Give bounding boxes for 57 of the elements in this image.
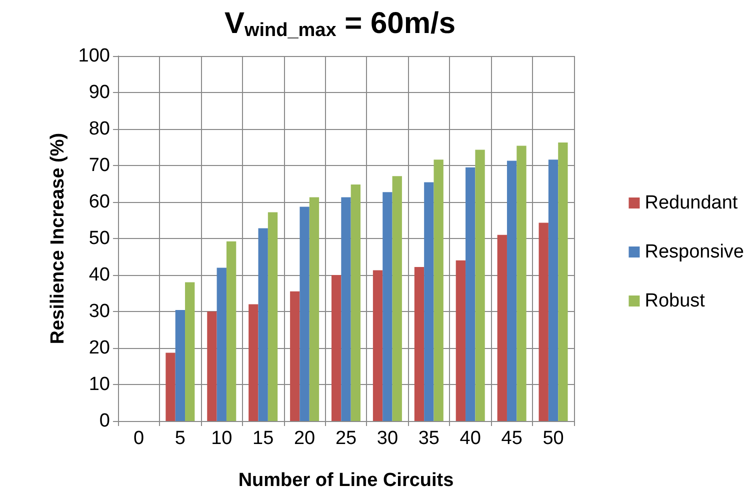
legend-label: Robust [644, 290, 706, 312]
x-tick-label: 15 [252, 428, 274, 449]
bar [516, 146, 526, 421]
bar [382, 192, 392, 421]
bar [175, 310, 186, 421]
y-tick-label: 50 [88, 228, 110, 249]
bar [434, 160, 444, 421]
y-tick-label: 70 [88, 155, 110, 176]
x-tick-label: 45 [501, 428, 522, 449]
bar [506, 160, 517, 421]
bar [300, 206, 310, 421]
x-tick-label: 0 [133, 428, 144, 449]
bar [341, 197, 351, 421]
y-tick-label: 40 [88, 264, 110, 286]
bar [424, 182, 434, 421]
y-axis-title: Resilience Increase (%) [47, 132, 68, 344]
bar [207, 312, 217, 421]
bar [558, 142, 568, 421]
bar [475, 150, 485, 421]
y-tick-label: 0 [99, 410, 110, 432]
bar [226, 241, 236, 421]
y-tick-label: 10 [88, 374, 110, 395]
x-tick-label: 25 [335, 428, 357, 449]
x-tick-label: 30 [376, 428, 398, 449]
bar [258, 228, 268, 421]
y-tick-label: 20 [88, 338, 110, 358]
x-tick-label: 35 [418, 428, 440, 449]
bar [392, 176, 402, 421]
bar [248, 304, 258, 421]
bar [290, 291, 300, 421]
bar [166, 352, 176, 421]
x-axis-title: Number of Line Circuits [238, 470, 454, 491]
x-tick-label: 40 [460, 428, 481, 449]
bar [414, 266, 424, 421]
y-tick-label: 80 [88, 118, 110, 140]
legend-label: Redundant [644, 192, 738, 214]
x-tick-label: 10 [211, 428, 232, 449]
bar [548, 160, 558, 421]
x-tick-label: 50 [542, 428, 564, 449]
x-tick-label: 5 [174, 428, 186, 449]
bar [350, 184, 361, 421]
bar [456, 260, 466, 421]
legend-label: Responsive [644, 242, 744, 262]
bar [466, 167, 476, 421]
y-tick-label: 30 [88, 301, 110, 322]
bar [331, 275, 342, 421]
bar [216, 268, 226, 421]
y-tick-label: 90 [88, 82, 110, 103]
x-tick-label: 20 [294, 428, 316, 449]
y-tick-label: 60 [88, 192, 110, 212]
bar [538, 222, 548, 421]
bar [268, 212, 278, 421]
y-tick-label: 100 [78, 46, 110, 66]
bar [372, 270, 383, 421]
bar [185, 282, 195, 421]
bar [497, 234, 507, 421]
bar [309, 197, 320, 421]
